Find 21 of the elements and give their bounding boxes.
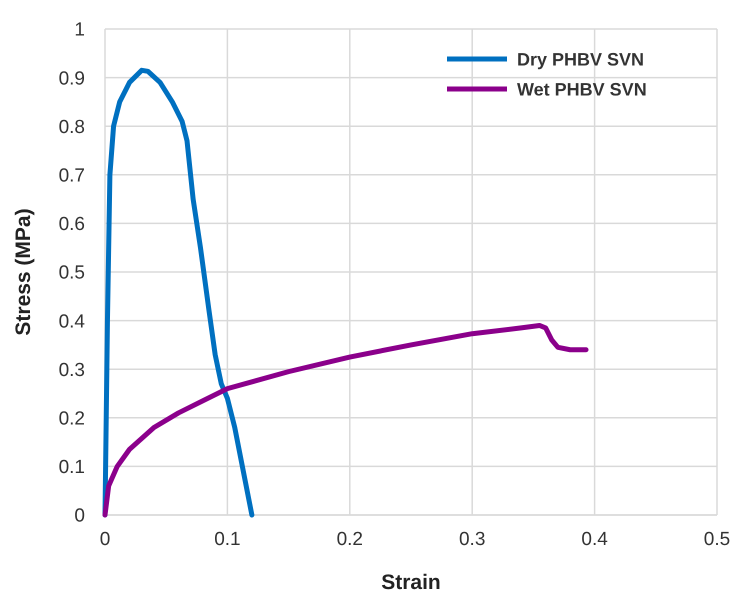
x-tick-label: 0.2	[336, 529, 364, 550]
x-tick-label: 0.4	[581, 529, 608, 550]
y-tick-label: 0.8	[58, 116, 85, 138]
x-tick-label: 0.5	[704, 529, 730, 550]
y-tick-label: 0.1	[58, 457, 85, 478]
legend-label: Wet PHBV SVN	[517, 79, 647, 100]
y-tick-label: 0.7	[58, 165, 85, 186]
y-tick-label: 0.9	[58, 68, 85, 90]
x-axis-title: Strain	[381, 571, 441, 594]
y-tick-label: 0	[74, 506, 85, 527]
y-tick-label: 0.3	[58, 360, 85, 381]
y-axis-title: Stress (MPa)	[12, 208, 35, 336]
y-tick-label: 1	[74, 20, 85, 41]
x-tick-label: 0.1	[214, 529, 241, 550]
legend-label: Dry PHBV SVN	[517, 49, 644, 70]
y-tick-label: 0.5	[58, 262, 85, 284]
y-tick-label: 0.2	[58, 408, 85, 430]
x-tick-label: 0	[100, 529, 110, 550]
y-tick-label: 0.6	[58, 214, 85, 236]
x-tick-label: 0.3	[458, 529, 486, 550]
y-tick-label: 0.4	[58, 311, 86, 332]
